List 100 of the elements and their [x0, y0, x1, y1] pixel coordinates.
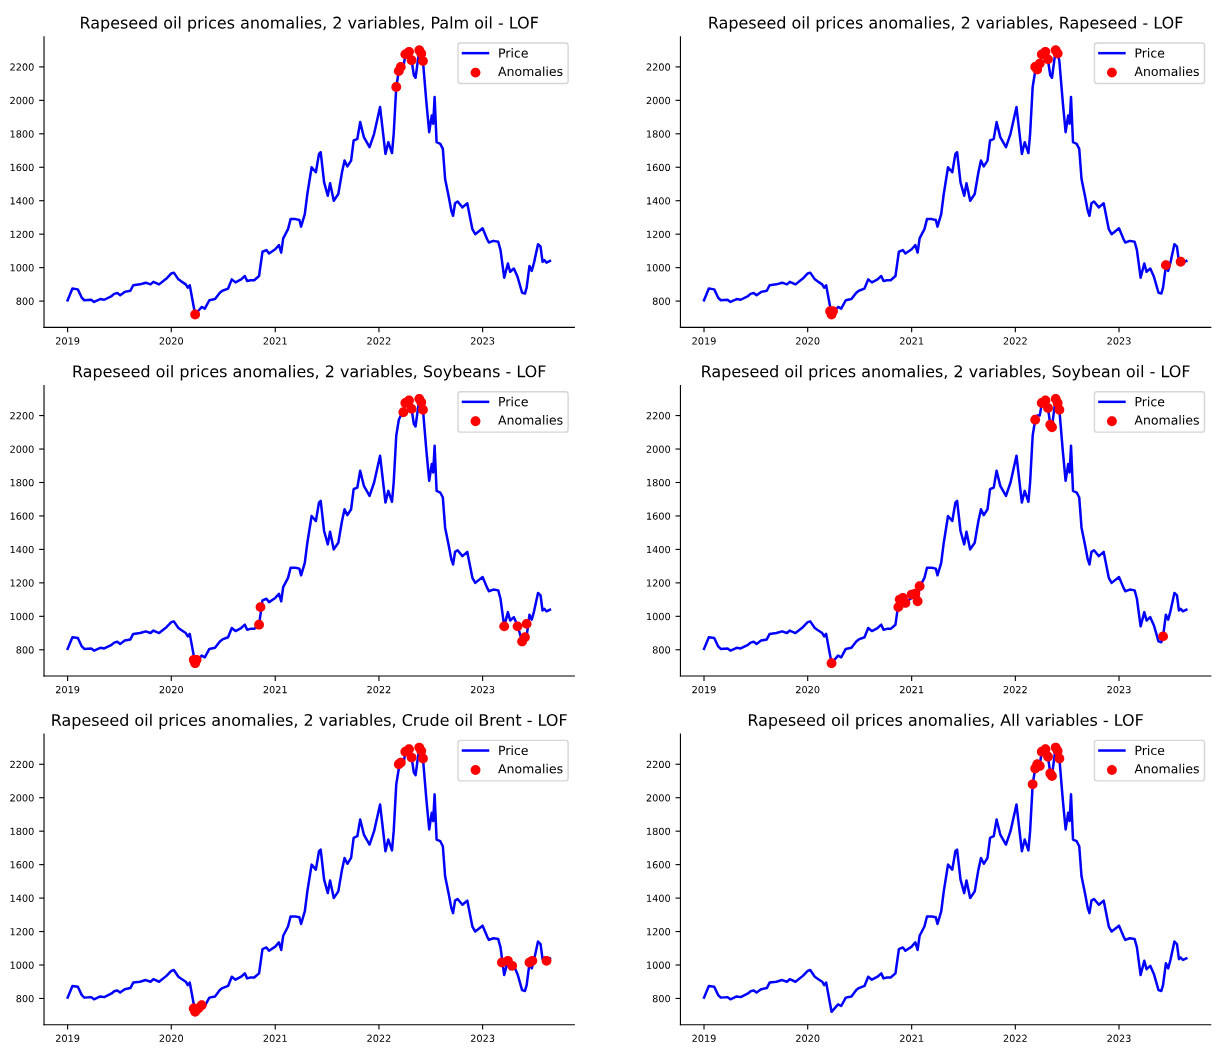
y-tick-label: 2200 — [10, 63, 34, 71]
x-tick-label: 2021 — [263, 337, 287, 345]
x-tick-label: 2022 — [1003, 1034, 1027, 1042]
point — [512, 621, 523, 632]
point — [1160, 260, 1171, 271]
legend-label: Anomalies — [498, 415, 563, 425]
point — [521, 618, 532, 629]
point — [900, 598, 911, 608]
x-tick-label: 2021 — [900, 337, 924, 345]
y-tick-label: 1800 — [10, 827, 34, 836]
y-tick-label: 2000 — [646, 445, 671, 453]
y-tick-label: 1800 — [10, 130, 34, 138]
y-tick-label: 800 — [16, 646, 34, 654]
x-tick-label: 2023 — [1107, 1034, 1131, 1042]
x-tick-label: 2021 — [263, 685, 287, 694]
point — [255, 602, 266, 613]
x-tick-label: 2023 — [470, 1034, 495, 1042]
point — [1054, 753, 1065, 764]
point — [1030, 414, 1041, 425]
y-tick-label: 1200 — [647, 928, 671, 936]
x-tick-label: 2022 — [367, 1034, 391, 1042]
x-tick-label: 2023 — [1107, 337, 1131, 345]
y-tick-label: 1800 — [647, 478, 671, 487]
y-tick-label: 1600 — [647, 861, 671, 869]
x-tick-label: 2019 — [692, 1034, 716, 1042]
point — [520, 632, 530, 643]
y-tick-label: 1400 — [647, 894, 671, 902]
point — [398, 407, 409, 418]
point — [912, 596, 923, 607]
point — [254, 619, 264, 630]
point — [406, 55, 417, 66]
x-tick-label: 2022 — [1003, 337, 1027, 345]
legend-label: Price — [1135, 396, 1165, 407]
y-tick-label: 800 — [16, 994, 34, 1003]
point — [1043, 54, 1053, 65]
x-tick-label: 2022 — [367, 337, 391, 345]
point — [1043, 403, 1053, 413]
x-tick-label: 2020 — [796, 1034, 820, 1042]
legend-label: Price — [499, 745, 528, 756]
y-tick-label: 2000 — [646, 96, 671, 105]
y-tick-label: 1400 — [10, 894, 34, 902]
y-tick-label: 1200 — [647, 579, 671, 587]
chart-title: Rapeseed oil prices anomalies, 2 variables, Soybeans - LOF — [73, 365, 546, 381]
legend-label: Price — [1135, 745, 1165, 756]
chart-title: Rapeseed oil prices anomalies, 2 variables, Palm oil - LOF — [81, 16, 538, 32]
point — [1175, 256, 1186, 267]
x-tick-label: 2022 — [1003, 685, 1027, 694]
x-tick-label: 2021 — [900, 1034, 924, 1042]
y-tick-label: 2000 — [10, 445, 34, 453]
point — [395, 61, 406, 72]
point — [1043, 751, 1053, 762]
y-tick-label: 1400 — [647, 197, 671, 205]
point — [1027, 779, 1038, 790]
y-tick-label: 800 — [652, 297, 671, 305]
point — [541, 955, 552, 966]
legend-label: Price — [499, 396, 528, 407]
y-tick-label: 1000 — [10, 961, 34, 969]
legend-label: Anomalies — [498, 763, 563, 774]
point — [404, 395, 414, 406]
x-tick-label: 2020 — [796, 337, 820, 345]
y-tick-label: 1000 — [647, 612, 671, 621]
x-tick-label: 2019 — [55, 685, 80, 694]
x-tick-label: 2019 — [55, 1034, 80, 1042]
legend-label: Price — [1135, 48, 1165, 58]
y-tick-label: 2200 — [646, 760, 671, 769]
y-tick-label: 1000 — [10, 264, 34, 272]
x-tick-label: 2022 — [367, 685, 391, 694]
point — [418, 753, 428, 764]
y-tick-label: 2200 — [10, 760, 34, 769]
chart-title: Rapeseed oil prices anomalies, All variables - LOF — [748, 713, 1143, 730]
chart-title: Rapeseed oil prices anomalies, 2 variables, Crude oil Brent - LOF — [52, 713, 567, 730]
x-tick-label: 2021 — [263, 1034, 287, 1042]
x-tick-label: 2019 — [55, 337, 80, 345]
y-tick-label: 1600 — [10, 512, 34, 520]
y-tick-label: 1000 — [647, 264, 671, 272]
y-tick-label: 800 — [652, 994, 671, 1003]
legend-label: Price — [499, 48, 528, 58]
y-tick-label: 1400 — [647, 545, 671, 554]
point — [404, 46, 414, 57]
point — [406, 752, 417, 763]
legend-label: Anomalies — [1134, 763, 1199, 774]
y-tick-label: 2200 — [10, 412, 34, 420]
y-tick-label: 1000 — [647, 961, 671, 969]
y-tick-label: 1600 — [10, 163, 34, 172]
point — [406, 403, 417, 414]
y-tick-label: 1400 — [10, 545, 34, 554]
point — [391, 82, 402, 92]
chart-title: Rapeseed oil prices anomalies, 2 variables, Soybean oil - LOF — [702, 365, 1190, 381]
point — [914, 581, 925, 592]
point — [418, 56, 428, 66]
y-tick-label: 2000 — [646, 794, 671, 802]
y-tick-label: 2000 — [10, 794, 34, 802]
y-tick-label: 1200 — [10, 579, 34, 587]
y-tick-label: 800 — [652, 646, 671, 654]
y-tick-label: 800 — [16, 297, 34, 305]
legend-label: Anomalies — [1134, 415, 1199, 425]
x-tick-label: 2020 — [159, 685, 184, 694]
y-tick-label: 1000 — [10, 612, 34, 621]
legend-label: Anomalies — [498, 66, 563, 77]
point — [826, 658, 837, 669]
